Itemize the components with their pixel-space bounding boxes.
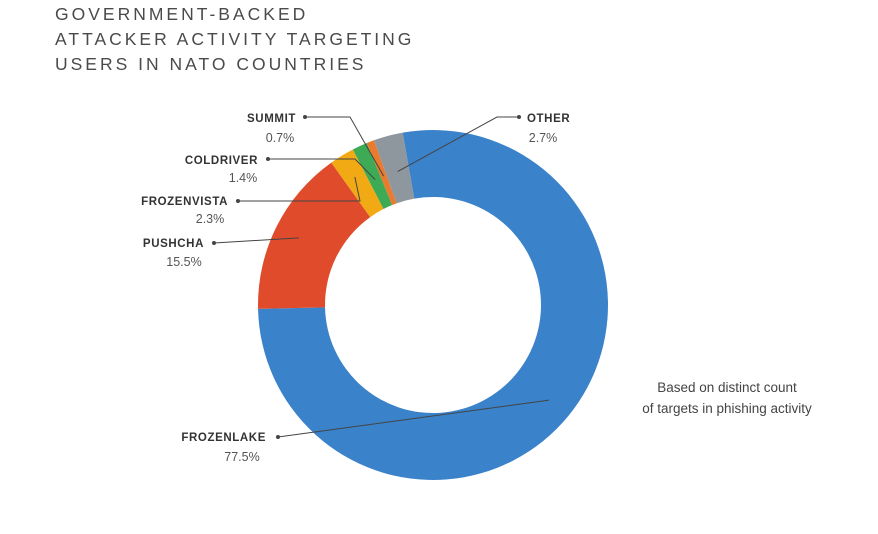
slice-frozenvista	[331, 149, 384, 218]
chart-footnote-line-1: Based on distinct count	[657, 380, 797, 395]
chart-title-line-3: USERS IN NATO COUNTRIES	[55, 54, 367, 74]
label-frozenvista-name: FROZENVISTA	[141, 196, 228, 208]
slice-other	[373, 132, 415, 204]
leader-dot-coldriver	[266, 157, 270, 161]
label-other-name: OTHER	[527, 113, 570, 125]
label-summit-name: SUMMIT	[247, 113, 296, 125]
leader-line-frozenlake	[277, 399, 550, 438]
chart-footnote-line-2: of targets in phishing activity	[642, 401, 812, 416]
label-summit-value: 0.7%	[266, 131, 295, 145]
label-other-value: 2.7%	[529, 131, 558, 145]
leader-dot-frozenlake	[276, 435, 280, 439]
leader-dot-frozenvista	[236, 199, 240, 203]
chart-footnote: Based on distinct count of targets in ph…	[612, 377, 842, 419]
label-coldriver-name: COLDRIVER	[185, 155, 258, 167]
chart-title-line-2: ATTACKER ACTIVITY TARGETING	[55, 29, 415, 49]
chart-title: GOVERNMENT-BACKED ATTACKER ACTIVITY TARG…	[55, 2, 414, 77]
leader-line-summit	[305, 116, 385, 177]
slice-pushcha	[258, 162, 371, 309]
leader-line-frozenvista	[238, 176, 361, 202]
leader-line-pushcha	[213, 237, 299, 244]
slice-frozenlake	[258, 130, 608, 480]
label-pushcha-value: 15.5%	[166, 255, 201, 269]
leader-dot-pushcha	[212, 241, 216, 245]
chart-title-line-1: GOVERNMENT-BACKED	[55, 4, 309, 24]
leader-lines	[212, 115, 550, 439]
label-coldriver-value: 1.4%	[229, 171, 258, 185]
label-frozenlake-name: FROZENLAKE	[181, 432, 266, 444]
donut-slices	[258, 130, 608, 480]
slice-labels: SUMMIT 0.7% COLDRIVER 1.4% FROZENVISTA 2…	[141, 113, 570, 464]
label-pushcha-name: PUSHCHA	[143, 238, 204, 250]
leader-line-coldriver	[268, 158, 376, 181]
leader-line-other	[397, 116, 519, 173]
leader-dot-other	[517, 115, 521, 119]
label-frozenvista-value: 2.3%	[196, 212, 225, 226]
slice-coldriver	[352, 143, 393, 209]
label-frozenlake-value: 77.5%	[224, 450, 259, 464]
leader-dot-summit	[303, 115, 307, 119]
